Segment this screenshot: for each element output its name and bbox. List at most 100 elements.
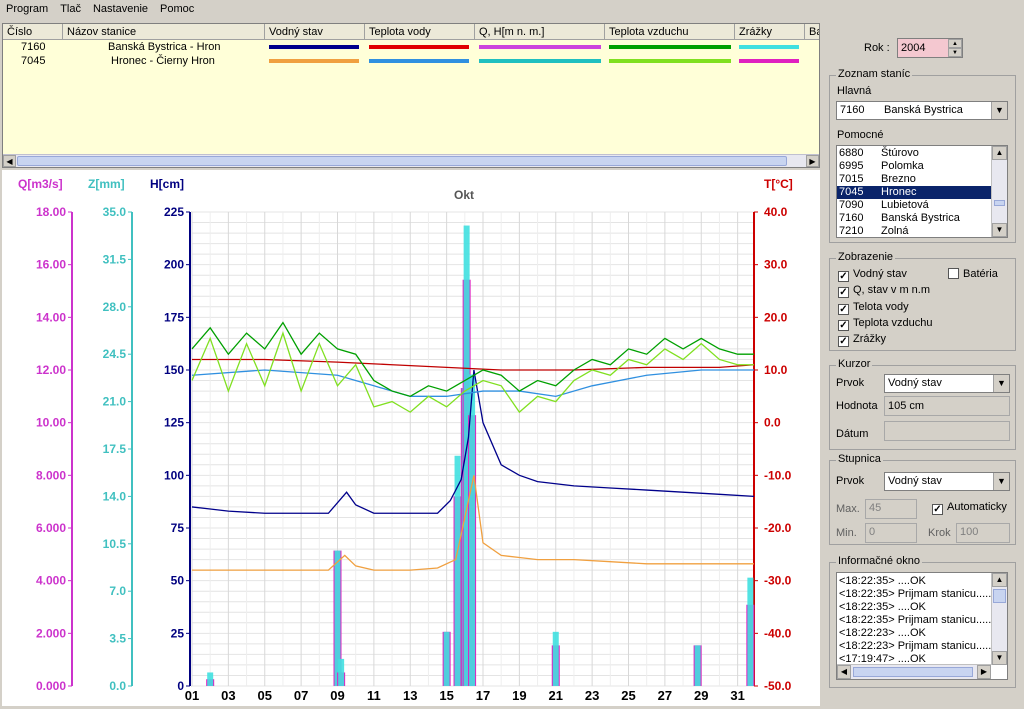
precip-bar-7160[interactable] <box>747 577 754 686</box>
row1-legend-q <box>479 45 601 49</box>
spin-up-icon[interactable]: ▲ <box>948 39 962 48</box>
min-field: 0 <box>865 523 917 543</box>
check-bateria[interactable]: Batéria <box>948 268 998 280</box>
scroll-right-icon[interactable]: ▶ <box>806 155 819 167</box>
x-tick-label: 15 <box>439 688 453 703</box>
chart-area[interactable]: 18.00 16.00 14.00 12.00 10.00 8.000 6.000 4.000… <box>2 170 820 706</box>
precip-bar-7160[interactable] <box>463 225 470 687</box>
scroll-down-icon[interactable]: ▼ <box>992 223 1007 237</box>
col-header-teplota-vody[interactable]: Teplota vody <box>365 24 475 40</box>
row1-code[interactable]: 7160 <box>21 41 46 53</box>
series-line-2[interactable] <box>192 358 755 371</box>
col-header-teplota-vzduchu[interactable]: Teplota vzduchu <box>605 24 735 40</box>
checkbox-icon[interactable] <box>948 268 959 279</box>
checkbox-icon[interactable]: ✓ <box>838 271 849 282</box>
col-header-vodny-stav[interactable]: Vodný stav <box>265 24 365 40</box>
station-list-item[interactable]: 6880 Štúrovo <box>837 147 1007 160</box>
checkbox-icon[interactable]: ✓ <box>838 287 849 298</box>
check-label: Automaticky <box>947 501 1007 513</box>
series-line-3[interactable] <box>191 369 754 397</box>
scroll-up-icon[interactable]: ▲ <box>992 573 1007 587</box>
series-line-1[interactable] <box>192 475 754 571</box>
info-horizontal-scrollbar[interactable]: ◀ ▶ <box>837 664 991 679</box>
precip-bar-7160[interactable] <box>207 672 214 686</box>
scroll-thumb[interactable] <box>993 589 1006 603</box>
check-zrazky[interactable]: ✓ Zrážky <box>838 333 886 347</box>
tick-label: 31.5 <box>103 252 127 266</box>
menu-tlac[interactable]: Tlač <box>60 3 81 15</box>
scroll-up-icon[interactable]: ▲ <box>992 146 1007 160</box>
precip-bar-7160[interactable] <box>694 645 701 686</box>
station-list-item[interactable]: 7045 Hronec <box>837 186 1007 199</box>
scroll-left-icon[interactable]: ◀ <box>837 665 851 679</box>
tick-label: 40.0 <box>764 205 788 219</box>
info-log[interactable]: <18:22:35> ....OK <18:22:35> Prijmam stan… <box>836 572 1008 680</box>
check-automaticky[interactable]: ✓ Automaticky <box>932 501 1007 515</box>
chevron-down-icon[interactable]: ▼ <box>991 102 1007 119</box>
pomocne-scrollbar[interactable]: ▲ ▼ <box>991 146 1007 237</box>
group-kurzor: Kurzor Prvok Vodný stav ▼ Hodnota 105 cm… <box>829 358 1016 450</box>
precip-bar-7160[interactable] <box>334 550 341 686</box>
kurzor-prvok-select[interactable]: Vodný stav ▼ <box>884 374 1010 393</box>
group-zobrazenie: Zobrazenie ✓ Vodný stav Batéria ✓ Q, stav … <box>829 251 1016 351</box>
station-list-item[interactable]: 6995 Polomka <box>837 160 1007 173</box>
col-header-q-h[interactable]: Q, H[m n. m.] <box>475 24 605 40</box>
row2-name[interactable]: Hronec - Čierny Hron <box>111 55 215 67</box>
check-vodny-stav[interactable]: ✓ Vodný stav <box>838 268 907 282</box>
check-q-stav[interactable]: ✓ Q, stav v m n.m <box>838 284 930 298</box>
checkbox-icon[interactable]: ✓ <box>838 336 849 347</box>
series-line-4[interactable] <box>191 321 754 398</box>
stupnica-prvok-select[interactable]: Vodný stav ▼ <box>884 472 1010 491</box>
station-list-item[interactable]: 7160 Banská Bystrica <box>837 212 1007 225</box>
scroll-thumb[interactable] <box>994 200 1005 206</box>
hlavna-select[interactable]: 7160 Banská Bystrica ▼ <box>836 101 1008 120</box>
check-teplota-vzduchu[interactable]: ✓ Teplota vzduchu <box>838 317 933 331</box>
group-title-zoznam: Zoznam staníc <box>836 68 913 80</box>
col-header-cislo[interactable]: Číslo <box>3 24 63 40</box>
rok-spinner[interactable]: 2004 ▲ ▼ <box>897 38 963 58</box>
series-line-0[interactable] <box>191 369 755 514</box>
precip-bar-7160[interactable] <box>338 658 345 686</box>
tick-label: -30.0 <box>764 574 792 588</box>
checkbox-icon[interactable]: ✓ <box>838 304 849 315</box>
scroll-right-icon[interactable]: ▶ <box>977 665 991 679</box>
hlavna-code: 7160 <box>840 104 865 116</box>
menu-program[interactable]: Program <box>6 3 49 15</box>
col-header-nazov[interactable]: Názov stanice <box>63 24 265 40</box>
table-horizontal-scrollbar[interactable]: ◀ ▶ <box>3 154 819 167</box>
check-telota-vody[interactable]: ✓ Telota vody <box>838 301 909 315</box>
row1-name[interactable]: Banská Bystrica - Hron <box>108 41 221 53</box>
tick-label: 100 <box>164 468 184 482</box>
axis-title: Q[m3/s] <box>18 177 63 191</box>
precip-bar-7160[interactable] <box>454 455 461 686</box>
col-header-bateria[interactable]: Ba <box>805 24 819 40</box>
series-line-5[interactable] <box>191 331 754 414</box>
precip-bar-7160[interactable] <box>469 374 476 686</box>
row2-code[interactable]: 7045 <box>21 55 46 67</box>
col-header-zrazky[interactable]: Zrážky <box>735 24 805 40</box>
precip-bar-7160[interactable] <box>552 631 559 686</box>
scroll-down-icon[interactable]: ▼ <box>992 651 1007 665</box>
checkbox-icon[interactable]: ✓ <box>838 320 849 331</box>
pomocne-listbox[interactable]: 6880 Štúrovo 6995 Polomka 7015 Brezno 7045 Hron… <box>836 145 1008 238</box>
scroll-left-icon[interactable]: ◀ <box>3 155 16 167</box>
station-name: Zolná <box>881 225 909 237</box>
info-vertical-scrollbar[interactable]: ▲ ▼ <box>991 573 1007 665</box>
spin-down-icon[interactable]: ▼ <box>948 48 962 57</box>
tick-label: -20.0 <box>764 521 792 535</box>
chevron-down-icon[interactable]: ▼ <box>993 473 1009 490</box>
precip-bar-7160[interactable] <box>443 631 450 686</box>
rok-value[interactable]: 2004 <box>901 42 926 54</box>
station-list-item[interactable]: 7015 Brezno <box>837 173 1007 186</box>
station-name: Hronec <box>881 186 917 198</box>
station-list-item[interactable]: 7090 Lubietová <box>837 199 1007 212</box>
station-list-item[interactable]: 7210 Zolná <box>837 225 1007 237</box>
menu-pomoc[interactable]: Pomoc <box>160 3 195 15</box>
chevron-down-icon[interactable]: ▼ <box>993 375 1009 392</box>
checkbox-icon[interactable]: ✓ <box>932 504 943 515</box>
scroll-thumb[interactable] <box>853 667 973 677</box>
x-tick-label: 17 <box>476 688 490 703</box>
hydrology-chart[interactable]: 18.0016.0014.0012.0010.008.0006.0004.000… <box>2 170 820 706</box>
menu-nastavenie[interactable]: Nastavenie <box>92 3 149 15</box>
scroll-thumb[interactable] <box>17 156 787 166</box>
